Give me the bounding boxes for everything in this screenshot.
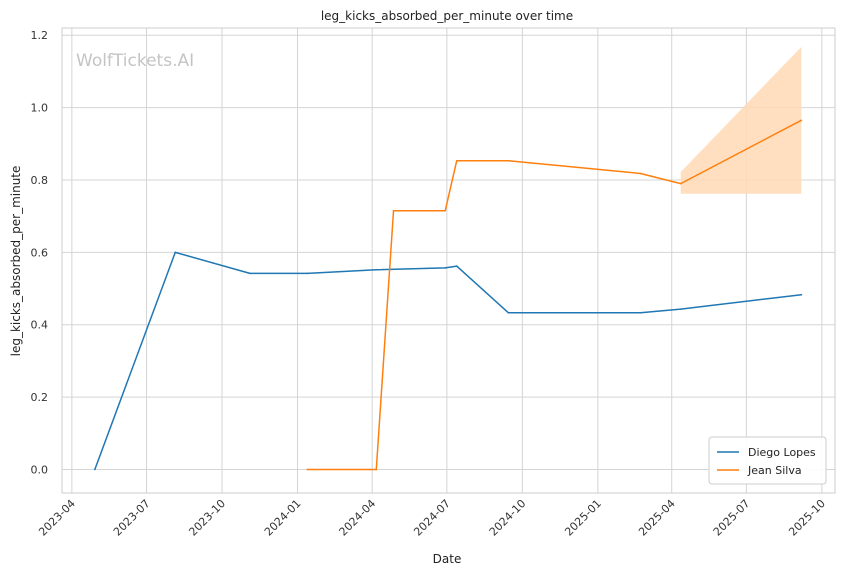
data-point [639,311,642,314]
legend-label: Jean Silva [747,464,802,477]
chart-title: leg_kicks_absorbed_per_minute over time [321,9,573,23]
y-tick-labels: 0.0 0.2 0.4 0.6 0.8 1.0 1.2 [31,29,49,476]
x-tick-label: 2024-01 [262,497,304,539]
data-point [306,272,309,275]
data-point [444,209,447,212]
y-tick-label: 0.0 [31,463,49,476]
x-tick-label: 2025-07 [711,497,753,539]
data-point [94,468,96,471]
series-lines [94,119,803,471]
legend-label: Diego Lopes [748,446,816,459]
x-axis-title: Date [433,552,462,566]
confidence-bands [680,46,802,194]
x-tick-label: 2023-10 [186,497,228,539]
data-point [249,272,251,275]
data-point [375,468,378,471]
y-tick-label: 1.2 [31,29,49,42]
confidence-band [680,46,802,194]
legend: Diego Lopes Jean Silva [708,436,827,485]
x-tick-label: 2025-01 [562,497,604,539]
data-point [455,265,458,267]
data-point [392,209,395,212]
data-point [306,468,309,471]
data-point [639,172,642,175]
watermark-text: WolfTickets.AI [76,51,194,71]
data-point [444,267,447,269]
x-tick-label: 2024-10 [487,497,529,539]
grid-lines [62,28,835,493]
data-point [800,293,803,296]
x-tick-label: 2023-04 [36,497,78,539]
data-point [455,160,458,162]
data-point [174,251,177,254]
data-point [507,160,510,162]
data-point [679,182,682,185]
y-axis-title: leg_kicks_absorbed_per_minute [9,166,23,357]
data-point [800,119,803,122]
legend-box [708,436,827,485]
plot-frame [61,27,836,494]
data-point [679,308,682,310]
x-tick-label: 2025-10 [786,497,828,539]
x-tick-label: 2023-07 [111,497,153,539]
x-tick-label: 2024-04 [337,497,379,539]
x-tick-label: 2025-04 [636,497,678,539]
x-tick-labels: 2023-04 2023-07 2023-10 2024-01 2024-04 2024-… [36,497,828,539]
x-tick-label: 2024-07 [411,497,453,539]
data-point [375,268,378,271]
y-tick-label: 0.6 [31,246,49,259]
y-tick-label: 1.0 [31,102,49,115]
y-tick-label: 0.4 [31,319,49,332]
y-tick-label: 0.8 [31,174,49,187]
data-point [507,311,510,314]
y-tick-label: 0.2 [31,391,49,404]
series-line-diego-lopes [94,251,802,470]
